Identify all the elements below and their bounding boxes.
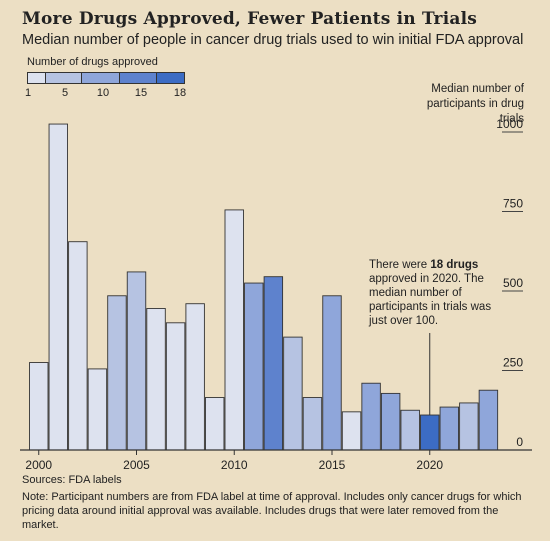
bar [420,414,440,451]
bar [283,336,303,451]
legend-tick: 5 [61,87,69,99]
bar [29,362,49,451]
annotation-2020: There were 18 drugs approved in 2020. Th… [369,258,509,328]
bar [107,295,127,451]
y-tick-label: 1000 [496,117,523,131]
chart-subtitle: Median number of people in cancer drug t… [22,32,524,48]
y-tick-label: 500 [503,276,523,290]
x-tick-label: 2010 [221,458,248,472]
bar [165,322,186,451]
legend-tick: 15 [134,87,148,99]
bar [87,368,108,451]
y-tick-label: 750 [503,197,523,211]
footnote: Note: Participant numbers are from FDA l… [22,491,522,531]
bar [322,295,342,451]
y-tick-label: 250 [503,356,523,370]
bar [302,397,323,451]
bar [439,406,459,451]
bar [459,402,479,451]
bar [263,276,284,451]
y-tick-label: 0 [516,435,523,449]
legend-tick: 18 [173,87,187,99]
legend-title: Number of drugs approved [27,56,158,68]
annotation-text-after: approved in 2020. The median number of p… [369,273,492,327]
legend-tick: 1 [24,87,32,99]
annotation-text-bold: 18 drugs [430,259,479,271]
bar [126,271,147,451]
legend-color-scale [27,72,185,84]
x-tick-label: 2020 [416,458,443,472]
legend-swatch-5 [157,73,184,83]
legend-swatch-3 [82,73,120,83]
source-note: Sources: FDA labels [22,474,122,486]
bar [204,397,225,451]
legend-swatch-4 [119,73,158,83]
x-tick-label: 2000 [25,458,52,472]
y-axis-label: Median number of participants in drug tr… [426,83,524,125]
bar [48,123,68,451]
bar [361,382,381,451]
bar [68,241,88,451]
bar [185,303,205,451]
annotation-text-before: There were [369,259,431,271]
bar [341,411,362,451]
chart-title: More Drugs Approved, Fewer Patients in T… [22,9,478,29]
bar [224,209,244,451]
bar [146,308,166,451]
bar [400,409,420,451]
bar [380,392,401,451]
bar [478,389,499,451]
x-tick-label: 2005 [123,458,150,472]
legend-swatch-2 [45,73,83,83]
legend-tick: 10 [96,87,110,99]
x-tick-label: 2015 [319,458,346,472]
bar [244,282,264,451]
legend-swatch-1 [28,73,46,83]
